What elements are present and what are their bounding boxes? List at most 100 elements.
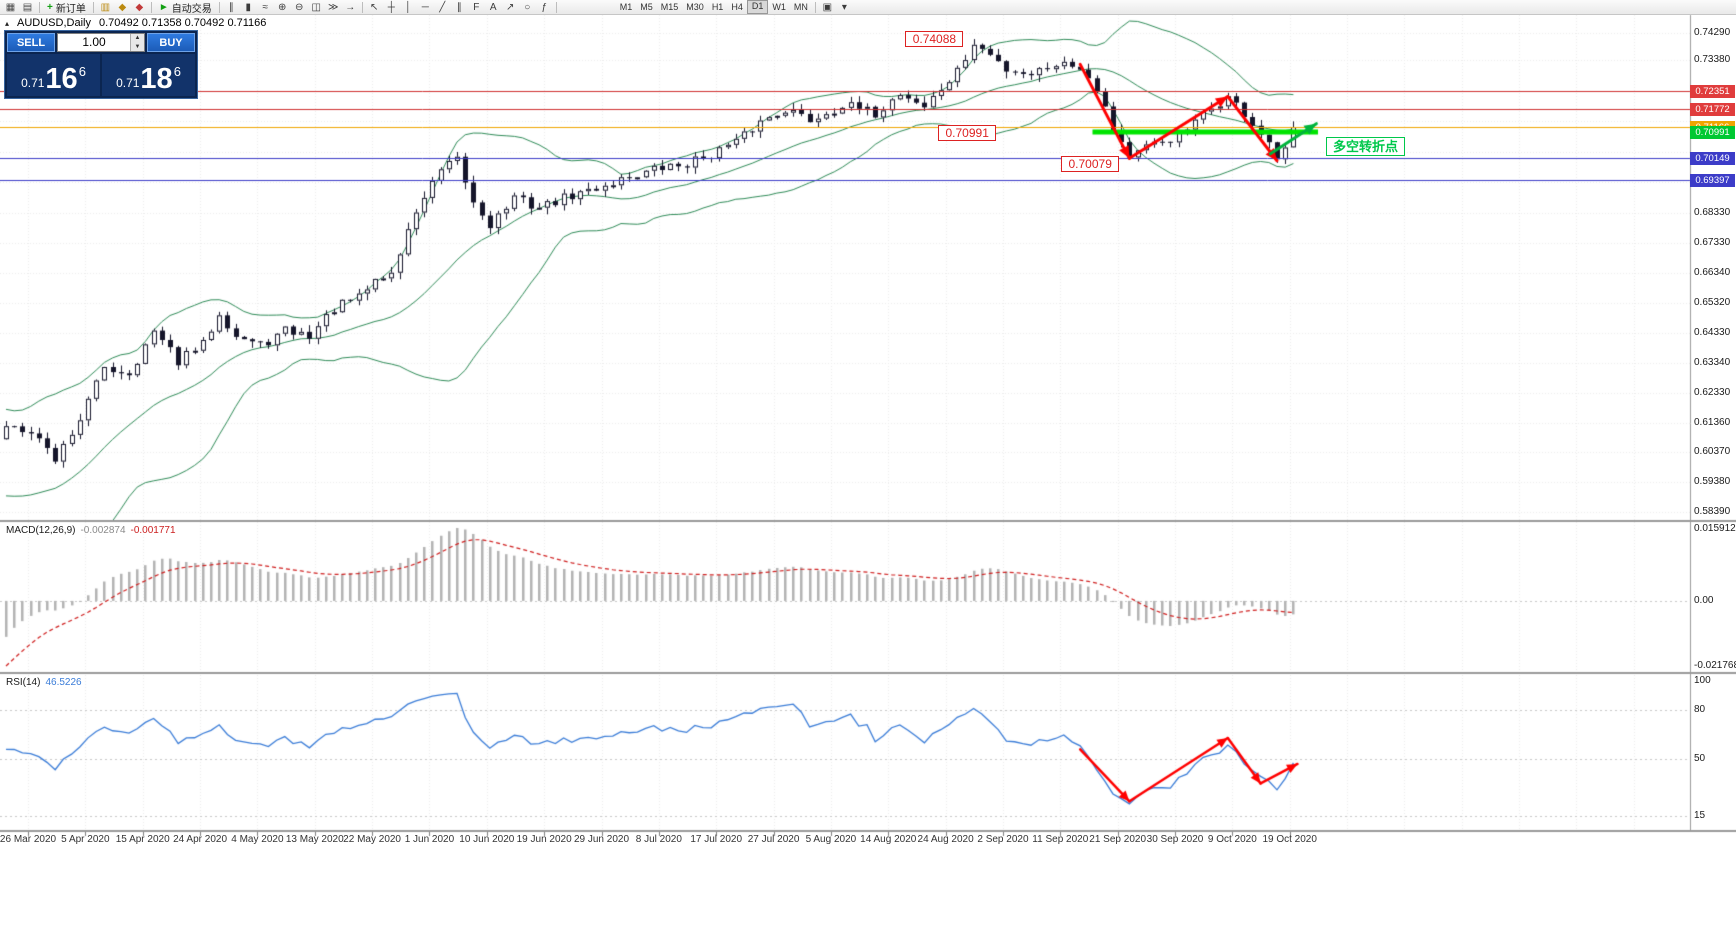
main-toolbar: ▦ ▤ + 新订单 ▥ ◆ ◆ ► 自动交易 ∥ ▮ ≈ ⊕ ⊖ ◫ ≫ → ↖ ┼ │ ─ ╱ ∥ F A ↗ ○ ƒ M1 M5 M15…	[0, 0, 1736, 15]
navigator-icon[interactable]: ◆	[118, 1, 127, 13]
toolbar-separator	[555, 1, 557, 13]
price-scale-label: 0.65320	[1694, 297, 1731, 309]
price-scale-label: 0.66340	[1694, 266, 1731, 278]
toolbar-separator	[39, 1, 40, 13]
timeframe-m30-button[interactable]: M30	[686, 2, 704, 12]
auto-scroll-icon[interactable]: ≫	[328, 1, 339, 13]
date-axis-label: 27 Jul 2020	[747, 834, 800, 845]
timeframe-w1-button[interactable]: W1	[772, 2, 786, 12]
price-tag-resistance-2: 0.71772	[1690, 102, 1735, 116]
price-scale[interactable]: 0.74290 0.73380 0.68330 0.67330 0.66340 0.653…	[1690, 0, 1736, 943]
volume-value[interactable]: 1.00	[82, 35, 106, 49]
templates-icon[interactable]: ▣	[822, 1, 833, 13]
bar-chart-icon[interactable]: ∥	[228, 1, 234, 13]
date-axis-label: 19 Jun 2020	[516, 834, 572, 845]
sell-button[interactable]: SELL	[7, 33, 55, 52]
date-axis-label: 11 Sep 2020	[1032, 834, 1089, 845]
date-axis-label: 9 Oct 2020	[1207, 834, 1257, 845]
terminal-icon[interactable]: ◆	[135, 1, 144, 13]
rsi-scale-label: 15	[1694, 809, 1706, 821]
toolbar-separator	[150, 1, 152, 13]
macd-main-value: -0.002874	[80, 525, 126, 536]
tile-windows-icon[interactable]: ◫	[311, 1, 321, 13]
volume-stepper[interactable]: 1.00 ▲ ▼	[57, 33, 145, 52]
chart-shift-icon[interactable]: →	[345, 1, 356, 13]
shapes-icon[interactable]: ○	[524, 1, 531, 13]
rsi-scale-label: 80	[1694, 704, 1706, 716]
horizontal-line-icon[interactable]: ─	[421, 1, 429, 13]
date-axis-label: 4 May 2020	[231, 834, 284, 845]
one-click-toggle-icon[interactable]: ▴	[5, 18, 10, 28]
price-scale-label: 0.61360	[1694, 416, 1731, 428]
price-scale-label: 0.74290	[1694, 27, 1731, 38]
timeframe-mn-button[interactable]: MN	[793, 2, 808, 12]
timeframe-m15-button[interactable]: M15	[660, 2, 679, 12]
ohlc-readout: 0.70492 0.71358 0.70492 0.71166	[98, 17, 267, 29]
price-scale-label: 0.63340	[1694, 356, 1731, 368]
macd-scale[interactable]: 0.015912 0.00 -0.021768	[1691, 0, 1736, 943]
indicators-icon[interactable]: ƒ	[541, 1, 548, 13]
channel-icon[interactable]: ∥	[456, 1, 462, 13]
timeframe-h4-button[interactable]: H4	[731, 2, 743, 12]
volume-down-button[interactable]: ▼	[131, 42, 144, 51]
price-label-low[interactable]: 0.70079	[1061, 155, 1120, 172]
timeframe-h1-button[interactable]: H1	[711, 2, 724, 12]
date-axis-label: 24 Apr 2020	[173, 834, 228, 845]
toolbar-separator	[92, 1, 94, 13]
bid-prefix: 0.71	[21, 76, 45, 90]
rsi-scale-label: 50	[1694, 753, 1706, 765]
buy-button[interactable]: BUY	[147, 33, 195, 52]
date-axis-label: 8 Jul 2020	[635, 834, 682, 845]
sell-price-button[interactable]: 0.71 16 6	[7, 54, 100, 96]
price-scale-label: 0.64330	[1694, 327, 1731, 339]
price-scale-label: 0.73380	[1694, 54, 1731, 66]
zoom-out-icon[interactable]: ⊖	[295, 1, 304, 13]
vertical-line-icon[interactable]: │	[405, 1, 412, 13]
macd-scale-label: -0.021768	[1694, 660, 1736, 671]
new-chart-icon[interactable]: ▤	[22, 1, 33, 13]
market-watch-icon[interactable]: ▥	[100, 1, 111, 13]
arrows-icon[interactable]: ↗	[506, 1, 515, 13]
toolbar-separator	[218, 1, 220, 13]
timeframe-m1-button[interactable]: M1	[619, 2, 633, 12]
date-axis-label: 5 Aug 2020	[805, 834, 857, 845]
date-axis-label: 1 Jun 2020	[404, 834, 455, 845]
toolbar-separator	[361, 1, 363, 13]
macd-scale-label: 0.00	[1694, 594, 1714, 606]
options-dropdown-icon[interactable]: ▾	[841, 1, 847, 13]
turning-point-label[interactable]: 多空转折点	[1326, 137, 1406, 157]
volume-up-button[interactable]: ▲	[131, 34, 144, 43]
price-scale-label: 0.60370	[1694, 446, 1731, 458]
date-axis-label: 13 May 2020	[285, 834, 344, 845]
timeframe-d1-button[interactable]: D1	[746, 0, 769, 14]
zoom-in-icon[interactable]: ⊕	[278, 1, 287, 13]
price-scale-label: 0.58390	[1694, 506, 1731, 517]
crosshair-icon[interactable]: ┼	[387, 1, 395, 13]
new-order-button[interactable]: + 新订单	[43, 1, 90, 15]
one-click-trading-panel: SELL 1.00 ▲ ▼ BUY 0.71 16 6 0.71 18 6	[4, 30, 198, 99]
price-label-high[interactable]: 0.74088	[905, 31, 964, 48]
macd-name: MACD(12,26,9)	[6, 525, 76, 536]
new-order-button-label: 新订单	[55, 3, 86, 15]
time-scale[interactable]: 26 Mar 2020 5 Apr 2020 15 Apr 2020 24 Apr 2…	[0, 0, 1690, 943]
cursor-icon[interactable]: ↖	[370, 1, 379, 13]
line-chart-icon[interactable]: ≈	[262, 1, 269, 13]
ask-big-digits: 18	[140, 63, 173, 95]
fibonacci-icon[interactable]: F	[473, 1, 480, 13]
timeframe-m5-button[interactable]: M5	[640, 2, 653, 12]
buy-price-button[interactable]: 0.71 18 6	[102, 54, 195, 96]
date-axis-label: 30 Sep 2020	[1146, 834, 1204, 845]
charts-tile-icon[interactable]: ▦	[5, 1, 16, 13]
date-axis-label: 5 Apr 2020	[61, 834, 110, 845]
new-order-button-icon: +	[47, 1, 53, 13]
symbol-period-label: AUDUSD,Daily	[17, 17, 91, 29]
date-axis-label: 21 Sep 2020	[1089, 834, 1146, 845]
rsi-scale[interactable]: 100 80 50 15	[1691, 0, 1736, 943]
text-icon[interactable]: A	[489, 1, 497, 13]
autotrading-button[interactable]: ► 自动交易	[155, 1, 216, 15]
price-label-turning[interactable]: 0.70991	[938, 125, 997, 142]
candlestick-chart-icon[interactable]: ▮	[245, 1, 251, 13]
trendline-icon[interactable]: ╱	[439, 1, 446, 13]
